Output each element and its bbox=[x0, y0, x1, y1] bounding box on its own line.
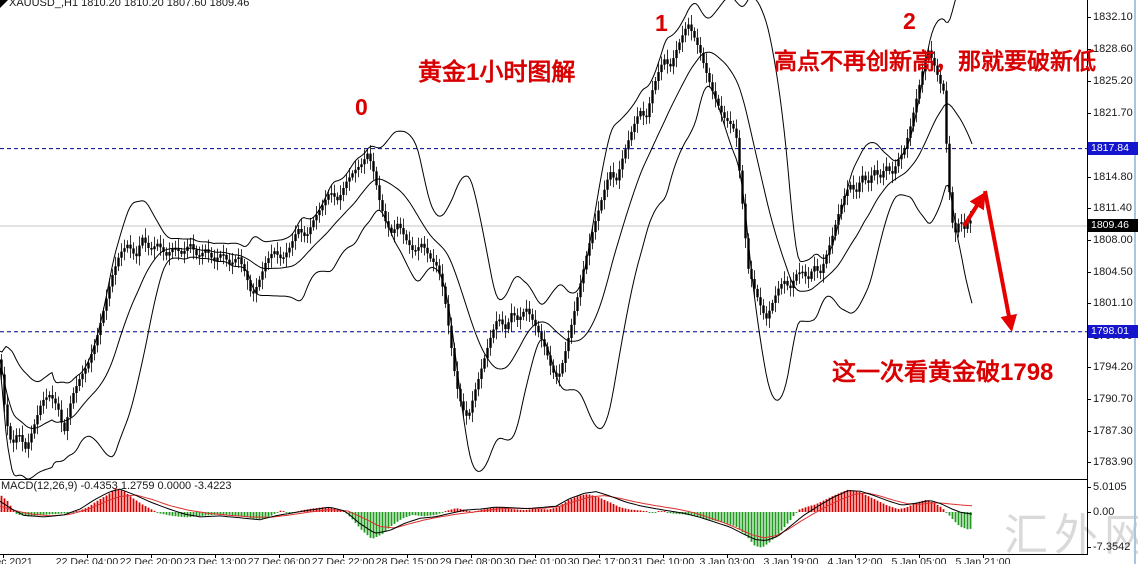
time-axis-tick bbox=[87, 555, 88, 558]
price-chart[interactable] bbox=[0, 0, 1088, 479]
macd-axis-tick bbox=[1087, 512, 1091, 513]
chart-right-border bbox=[1087, 0, 1088, 555]
price-axis-tick bbox=[1087, 17, 1091, 18]
time-axis-label: 30 Dec 17:00 bbox=[567, 556, 631, 564]
time-axis-label: 3 Jan 03:00 bbox=[699, 556, 755, 564]
price-axis-label: 1787.30 bbox=[1093, 425, 1133, 437]
annotation-title: 黄金1小时图解 bbox=[418, 59, 576, 86]
time-axis-label: 29 Dec 08:00 bbox=[439, 556, 503, 564]
time-axis-tick bbox=[3, 555, 4, 558]
wave-marker-2: 2 bbox=[903, 8, 916, 34]
price-axis-tick bbox=[1087, 462, 1091, 463]
price-axis-tick bbox=[1087, 399, 1091, 400]
macd-axis-tick bbox=[1087, 487, 1091, 488]
price-axis-tick bbox=[1087, 367, 1091, 368]
price-axis-tick bbox=[1087, 303, 1091, 304]
price-axis-tick bbox=[1087, 272, 1091, 273]
macd-signal-line bbox=[0, 492, 973, 539]
time-axis-tick bbox=[599, 555, 600, 558]
time-axis-label: 5 Jan 21:00 bbox=[955, 556, 1011, 564]
macd-indicator-label: MACD(12,26,9) -0.4353 1.2759 0.0000 -3.4… bbox=[1, 480, 232, 492]
price-axis-tick bbox=[1087, 113, 1091, 114]
symbol-info: XAUUSD_,H1 1810.20 1810.20 1807.60 1809.… bbox=[9, 0, 250, 9]
panel-separator[interactable] bbox=[0, 479, 1088, 480]
time-axis-tick bbox=[535, 555, 536, 558]
price-axis-label: 1790.70 bbox=[1093, 393, 1133, 405]
time-axis-label: 30 Dec 01:00 bbox=[503, 556, 567, 564]
wave-marker-0: 0 bbox=[355, 94, 368, 120]
time-axis-label: 5 Jan 05:00 bbox=[891, 556, 947, 564]
time-axis-tick bbox=[343, 555, 344, 558]
trend-arrow-down[interactable] bbox=[983, 190, 1018, 332]
time-axis-tick bbox=[471, 555, 472, 558]
price-axis-tick bbox=[1087, 240, 1091, 241]
annotation-bottom: 这一次看黄金破1798 bbox=[832, 359, 1054, 386]
macd-histogram bbox=[0, 488, 972, 548]
watermark: 汇外网 bbox=[1004, 511, 1138, 560]
time-axis-label: 22 Dec 04:00 bbox=[55, 556, 119, 564]
macd-bottom-border bbox=[0, 554, 1088, 555]
macd-main-line bbox=[0, 488, 973, 541]
macd-axis-tick bbox=[1087, 547, 1091, 548]
time-axis-label: 3 Jan 19:00 bbox=[763, 556, 819, 564]
time-axis-label: 23 Dec 13:00 bbox=[183, 556, 247, 564]
price-axis-tick bbox=[1087, 177, 1091, 178]
price-axis-tick bbox=[1087, 49, 1091, 50]
macd-axis-label: 0.00 bbox=[1093, 506, 1115, 518]
price-tag: 1817.84 bbox=[1088, 142, 1138, 155]
time-axis-tick bbox=[151, 555, 152, 558]
price-axis-label: 1814.80 bbox=[1093, 171, 1133, 183]
chart-marker-icon bbox=[0, 0, 8, 8]
price-axis-label: 1808.00 bbox=[1093, 234, 1133, 246]
time-axis-tick bbox=[407, 555, 408, 558]
time-axis-tick bbox=[215, 555, 216, 558]
time-axis-label: 22 Dec 20:00 bbox=[119, 556, 183, 564]
time-axis-label: 4 Jan 12:00 bbox=[827, 556, 883, 564]
price-axis-tick bbox=[1087, 431, 1091, 432]
time-axis-tick bbox=[279, 555, 280, 558]
price-axis-label: 1811.40 bbox=[1093, 202, 1132, 214]
bollinger-band-line bbox=[0, 0, 956, 384]
macd-axis-label: 5.0105 bbox=[1093, 481, 1127, 493]
price-tag: 1798.01 bbox=[1088, 325, 1138, 338]
time-axis-tick bbox=[727, 555, 728, 558]
annotation-top-right: 高点不再创新高，那就要破新低 bbox=[774, 48, 1096, 74]
time-axis-label: 21 Dec 2021 bbox=[0, 556, 33, 564]
window-edge bbox=[1134, 0, 1136, 564]
trend-arrow-up[interactable] bbox=[962, 191, 986, 228]
candles bbox=[0, 15, 972, 458]
price-axis-label: 1794.20 bbox=[1093, 361, 1133, 373]
time-axis-label: 28 Dec 15:00 bbox=[375, 556, 439, 564]
time-axis-tick bbox=[983, 555, 984, 558]
price-axis-tick bbox=[1087, 81, 1091, 82]
time-axis-tick bbox=[855, 555, 856, 558]
price-tag: 1809.46 bbox=[1088, 219, 1138, 232]
bollinger-band-line bbox=[0, 85, 973, 479]
price-axis-label: 1821.70 bbox=[1093, 107, 1133, 119]
price-axis-label: 1828.60 bbox=[1093, 43, 1133, 55]
time-axis-label: 31 Dec 10:00 bbox=[631, 556, 695, 564]
wave-marker-1: 1 bbox=[655, 10, 668, 36]
price-axis-label: 1783.90 bbox=[1093, 456, 1133, 468]
bollinger-band-line bbox=[0, 51, 973, 429]
time-axis-tick bbox=[791, 555, 792, 558]
time-axis-tick bbox=[663, 555, 664, 558]
price-axis-label: 1804.50 bbox=[1093, 266, 1133, 278]
price-axis-label: 1801.10 bbox=[1093, 297, 1133, 309]
macd-indicator-chart[interactable] bbox=[0, 480, 1088, 554]
price-axis-label: 1832.10 bbox=[1093, 11, 1133, 23]
time-axis-tick bbox=[919, 555, 920, 558]
price-axis-tick bbox=[1087, 208, 1091, 209]
time-axis-label: 27 Dec 06:00 bbox=[247, 556, 311, 564]
price-axis-label: 1825.20 bbox=[1093, 75, 1133, 87]
macd-axis-label: -7.3542 bbox=[1093, 541, 1131, 553]
time-axis-label: 27 Dec 22:00 bbox=[311, 556, 375, 564]
